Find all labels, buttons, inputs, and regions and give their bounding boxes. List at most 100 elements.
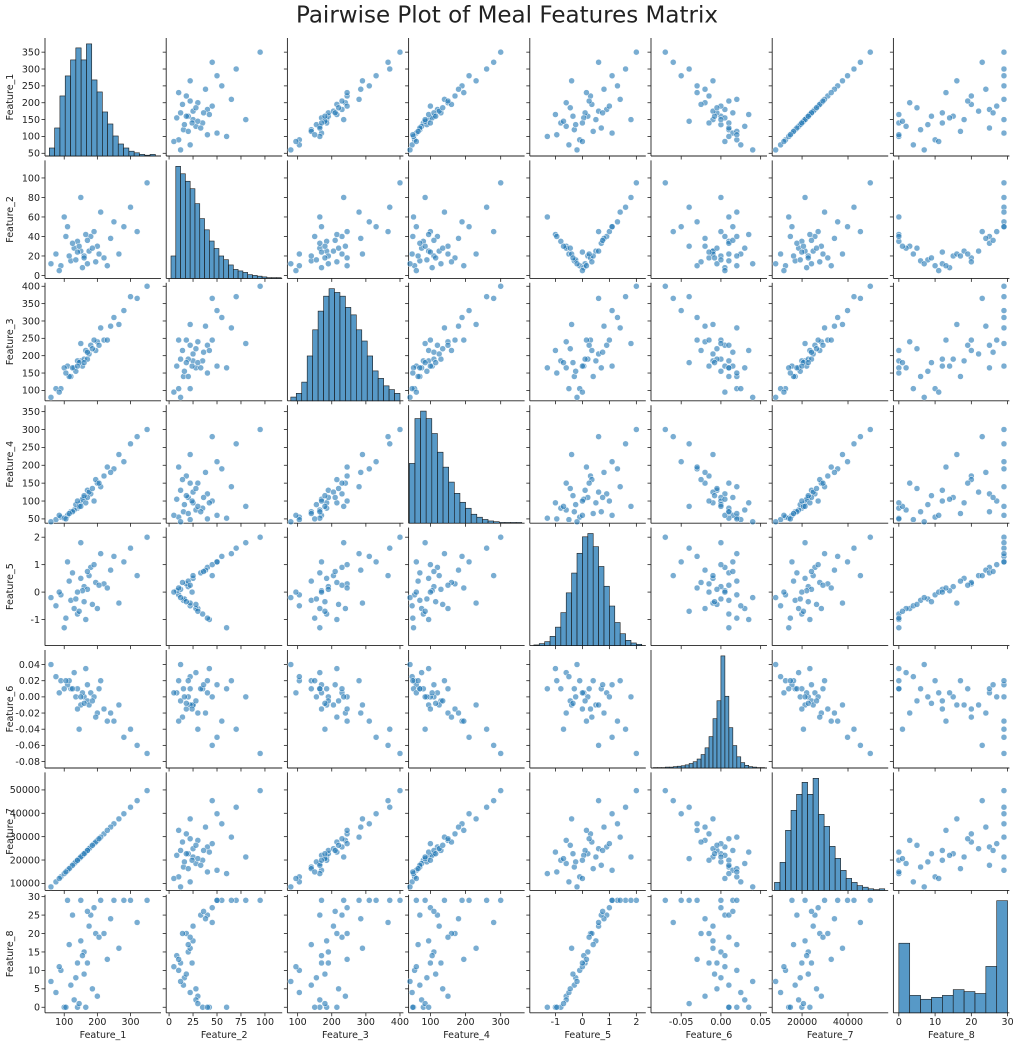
- panel: [889, 38, 1010, 160]
- scatter-point: [827, 262, 835, 269]
- hist-bar: [931, 997, 943, 1014]
- scatter-point: [801, 897, 809, 904]
- hist-bar: [704, 747, 710, 769]
- scatter-point: [939, 248, 946, 256]
- scatter-point: [428, 689, 436, 697]
- scatter-point: [627, 340, 635, 347]
- scatter-point: [65, 510, 73, 517]
- y-tick-label: 400: [22, 282, 40, 293]
- scatter-point: [608, 129, 616, 137]
- scatter-point: [409, 868, 417, 876]
- hist-bar: [708, 736, 714, 769]
- hist-bar: [261, 276, 268, 279]
- y-tick-label: 25: [28, 910, 40, 921]
- scatter-point: [709, 77, 717, 85]
- hist-bar: [175, 166, 181, 279]
- scatter-point: [850, 725, 858, 733]
- scatter-point: [705, 857, 713, 864]
- scatter-point: [960, 357, 968, 365]
- scatter-point: [228, 550, 235, 557]
- scatter-point: [343, 472, 351, 480]
- scatter-point: [366, 897, 373, 904]
- scatter-point: [805, 598, 812, 605]
- scatter-point: [780, 963, 788, 970]
- chart-title: Pairwise Plot of Meal Features Matrix: [296, 3, 718, 29]
- scatter-point: [218, 553, 226, 560]
- scatter-point: [490, 797, 497, 804]
- scatter-point: [338, 97, 346, 105]
- scatter-point: [340, 194, 347, 201]
- scatter-point: [335, 485, 342, 492]
- scatter-point: [800, 725, 807, 733]
- scatter-point: [186, 685, 194, 693]
- scatter-point: [84, 681, 91, 689]
- panel: [647, 38, 767, 160]
- scatter-point: [562, 338, 570, 346]
- y-tick-label: 150: [22, 115, 40, 126]
- scatter-point: [409, 233, 417, 240]
- scatter-point: [544, 133, 551, 140]
- y-tick-label: 80: [28, 193, 40, 204]
- scatter-point: [1000, 503, 1008, 510]
- scatter-point: [186, 342, 194, 349]
- hist-bar: [582, 536, 589, 646]
- scatter-point: [208, 561, 216, 568]
- scatter-point: [343, 102, 351, 110]
- scatter-point: [579, 689, 586, 697]
- scatter-point: [717, 561, 725, 568]
- hist-bar: [107, 123, 114, 157]
- scatter-point: [177, 355, 184, 363]
- scatter-point: [895, 848, 903, 856]
- scatter-point: [427, 959, 434, 967]
- scatter-point: [806, 231, 814, 238]
- scatter-point: [705, 588, 713, 596]
- scatter-point: [188, 857, 196, 864]
- scatter-point: [213, 129, 221, 137]
- scatter-point: [568, 77, 575, 85]
- scatter-point: [192, 985, 200, 993]
- scatter-point: [89, 842, 96, 849]
- scatter-point: [831, 469, 838, 476]
- panel: [529, 527, 646, 650]
- scatter-point: [448, 713, 455, 721]
- scatter-point: [677, 558, 685, 566]
- scatter-point: [321, 242, 329, 250]
- scatter-point: [90, 228, 98, 235]
- y-tick-label: 5: [34, 984, 40, 995]
- scatter-point: [713, 345, 721, 352]
- scatter-point: [343, 584, 351, 592]
- scatter-point: [685, 440, 693, 448]
- scatter-point: [430, 681, 438, 689]
- panel: [647, 527, 767, 650]
- scatter-point: [372, 810, 380, 818]
- scatter-point: [552, 111, 559, 118]
- scatter-point: [796, 256, 804, 264]
- hist-bar: [388, 389, 395, 402]
- scatter-point: [1000, 750, 1008, 757]
- x-axis-label: Feature_5: [564, 1030, 611, 1041]
- scatter-point: [56, 689, 63, 697]
- scatter-point: [895, 624, 903, 632]
- scatter-point: [127, 725, 134, 733]
- scatter-point: [669, 59, 677, 66]
- scatter-point: [924, 693, 932, 701]
- scatter-point: [568, 945, 575, 952]
- panel: [283, 527, 404, 650]
- scatter-point: [553, 233, 561, 240]
- scatter-point: [256, 48, 264, 56]
- panel: [162, 405, 283, 527]
- scatter-point: [572, 501, 579, 508]
- scatter-point: [733, 833, 741, 841]
- scatter-point: [772, 260, 779, 268]
- scatter-point: [414, 128, 422, 135]
- scatter-point: [616, 677, 624, 684]
- scatter-point: [308, 577, 315, 585]
- scatter-point: [175, 89, 182, 96]
- scatter-point: [701, 322, 709, 330]
- scatter-point: [192, 104, 200, 112]
- scatter-point: [986, 508, 993, 516]
- scatter-point: [77, 539, 85, 546]
- scatter-point: [194, 1000, 202, 1007]
- scatter-point: [685, 503, 693, 510]
- scatter-point: [850, 440, 858, 448]
